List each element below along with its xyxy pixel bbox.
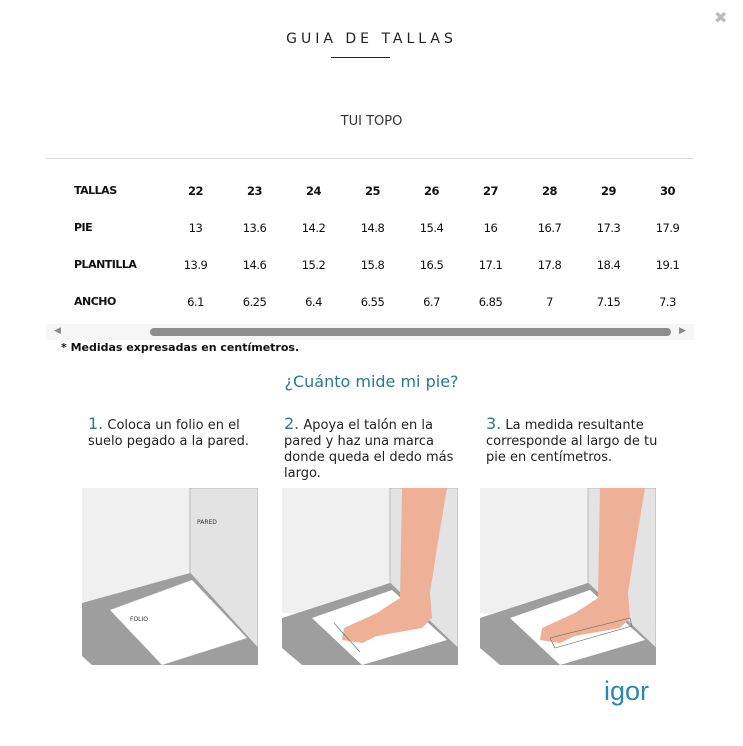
modal-title: GUIA DE TALLAS	[286, 31, 457, 47]
divider	[46, 158, 694, 159]
wall-label: PARED	[197, 519, 217, 526]
measurement-note: * Medidas expresadas en centímetros.	[61, 341, 300, 354]
row-label: ANCHO	[74, 295, 116, 308]
scroll-right-icon[interactable]: ▶	[679, 326, 686, 336]
table-row: PIE 13 13.6 14.2 14.8 15.4 16 16.7 17.3 17.9	[62, 209, 697, 246]
table-cell: 17.8	[537, 257, 562, 272]
table-cell: 13.6	[242, 220, 267, 235]
table-cell: 6.1	[187, 294, 204, 309]
table-cell: 30	[659, 183, 676, 198]
table-cell: 25	[364, 183, 381, 198]
table-cell: 16	[483, 220, 498, 235]
step-1: 1. Coloca un folio en el suelo pegado a …	[88, 414, 249, 450]
table-cell: 6.55	[360, 294, 385, 309]
table-cell: 15.8	[360, 257, 385, 272]
table-cell: 6.4	[305, 294, 322, 309]
table-cell: 17.3	[596, 220, 621, 235]
table-cell: 14.2	[301, 220, 326, 235]
table-cell: 29	[600, 183, 617, 198]
igor-logo: igor	[604, 676, 650, 706]
scroll-left-icon[interactable]: ◀	[54, 326, 61, 336]
table-row: PLANTILLA 13.9 14.6 15.2 15.8 16.5 17.1 17.8 18.…	[62, 246, 697, 283]
table-cell: 27	[482, 183, 499, 198]
table-cell: 17.1	[478, 257, 503, 272]
table-cell: 17.9	[655, 220, 680, 235]
table-cell: 6.85	[478, 294, 503, 309]
table-cell: 26	[423, 183, 440, 198]
table-cell: 23	[246, 183, 263, 198]
row-label: PIE	[74, 221, 93, 234]
illustration-heel-on-wall	[282, 488, 458, 665]
table-cell: 13	[188, 220, 203, 235]
size-table: TALLAS 22 23 24 25 26 27 28 29 30 PIE 13 13.6 14.2 14.…	[62, 172, 697, 320]
title-underline	[331, 57, 390, 58]
table-cell: 16.5	[419, 257, 444, 272]
table-cell: 6.7	[423, 294, 440, 309]
table-cell: 6.25	[242, 294, 267, 309]
step-3: 3. La medida resultante corresponde al l…	[486, 414, 658, 466]
table-cell: 13.9	[183, 257, 208, 272]
row-label: TALLAS	[74, 184, 117, 197]
scrollbar-thumb[interactable]	[150, 328, 671, 336]
table-cell: 14.8	[360, 220, 385, 235]
product-name: TUI TOPO	[340, 114, 403, 129]
table-cell: 16.7	[537, 220, 562, 235]
table-cell: 14.6	[242, 257, 267, 272]
table-cell: 24	[305, 183, 322, 198]
table-cell: 15.2	[301, 257, 326, 272]
table-row: ANCHO 6.1 6.25 6.4 6.55 6.7 6.85 7 7.15 7.3	[62, 283, 697, 320]
illustration-measurement	[480, 488, 656, 665]
table-cell: 7	[546, 294, 553, 309]
table-cell: 19.1	[655, 257, 680, 272]
table-cell: 28	[541, 183, 558, 198]
table-cell: 22	[187, 183, 204, 198]
table-cell: 7.15	[596, 294, 621, 309]
paper-label: FOLIO	[130, 616, 148, 623]
row-label: PLANTILLA	[74, 258, 137, 271]
step-2: 2. Apoya el talón en la pared y haz una …	[284, 414, 454, 482]
close-icon[interactable]: ✖	[714, 8, 728, 27]
table-header-row: TALLAS 22 23 24 25 26 27 28 29 30	[62, 172, 697, 209]
illustration-paper-on-floor: PARED FOLIO	[82, 488, 258, 665]
table-cell: 18.4	[596, 257, 621, 272]
table-cell: 7.3	[659, 294, 676, 309]
how-to-measure-title: ¿Cuánto mide mi pie?	[284, 372, 459, 391]
table-cell: 15.4	[419, 220, 444, 235]
